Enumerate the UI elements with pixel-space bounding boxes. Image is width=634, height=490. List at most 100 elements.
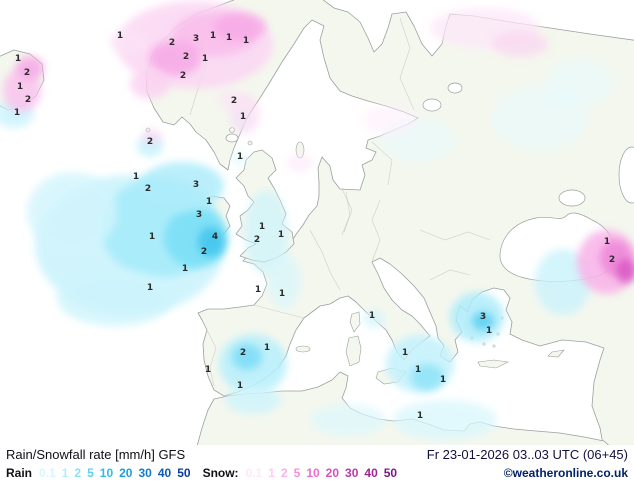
map-datetime: Fr 23-01-2026 03..03 UTC (06+45) <box>426 447 628 462</box>
precip-value: 2 <box>147 137 153 147</box>
island-crete <box>477 359 509 369</box>
precip-value: 1 <box>133 172 139 182</box>
precip-value: 1 <box>202 54 208 64</box>
precip-value: 2 <box>201 247 207 257</box>
precip-value: 2 <box>231 96 237 106</box>
precip-value: 2 <box>25 95 31 105</box>
caspian-sea-edge <box>618 146 634 204</box>
snow-scale-value: 50 <box>383 466 398 480</box>
precip-value: 2 <box>180 71 186 81</box>
precip-value: 1 <box>243 36 249 46</box>
island-shetland <box>229 127 235 133</box>
island-corsica <box>349 311 361 333</box>
precip-value: 1 <box>259 222 265 232</box>
precip-value: 3 <box>480 312 486 322</box>
rain-blob <box>472 312 494 330</box>
precip-value: 3 <box>193 180 199 190</box>
precip-value: 1 <box>279 289 285 299</box>
rain-scale-value: 2 <box>74 466 82 480</box>
precip-value: 1 <box>264 343 270 353</box>
rain-blob <box>410 364 444 390</box>
precip-value: 1 <box>210 31 216 41</box>
precip-value: 1 <box>415 365 421 375</box>
snow-precipitation-layer <box>3 1 634 294</box>
island-sardinia <box>345 335 362 367</box>
precip-value: 1 <box>17 82 23 92</box>
rain-blob <box>535 249 591 315</box>
precip-value: 1 <box>255 285 261 295</box>
rain-blob <box>546 58 614 106</box>
rain-precipitation-layer <box>0 58 614 440</box>
precip-value: 1 <box>486 326 492 336</box>
snow-scale-value: 0.1 <box>245 466 263 480</box>
precip-value: 2 <box>169 38 175 48</box>
rain-blob <box>140 162 224 210</box>
precip-value: 2 <box>24 68 30 78</box>
snow-blob <box>218 90 246 110</box>
precip-value: 1 <box>604 237 610 247</box>
island-cyprus <box>547 349 565 358</box>
snow-scale-label: Snow: <box>202 466 239 480</box>
map-title: Rain/Snowfall rate [mm/h] GFS <box>6 447 186 462</box>
precip-value: 1 <box>402 348 408 358</box>
snow-scale-value: 2 <box>280 466 288 480</box>
island-mallorca <box>295 345 311 353</box>
snow-blob <box>142 129 162 145</box>
precip-value: 2 <box>145 184 151 194</box>
rain-blob <box>27 172 117 252</box>
snow-scale-value: 1 <box>268 466 275 480</box>
rain-blob <box>57 270 173 326</box>
rain-blob <box>363 310 385 328</box>
precip-value: 1 <box>147 283 153 293</box>
snow-scale-value: 40 <box>364 466 378 480</box>
lake-ladoga <box>422 98 442 112</box>
precip-value: 1 <box>237 381 243 391</box>
snow-blob <box>130 69 170 99</box>
map-footer: Rain/Snowfall rate [mm/h] GFS Fr 23-01-2… <box>0 445 634 490</box>
precip-value: 1 <box>205 365 211 375</box>
precip-value: 1 <box>14 108 20 118</box>
snow-scale-value: 5 <box>293 466 301 480</box>
precip-value: 1 <box>149 232 155 242</box>
snow-blob <box>616 259 634 283</box>
rain-blob <box>198 227 224 257</box>
snow-scale-value: 20 <box>325 466 340 480</box>
precip-value: 2 <box>183 52 189 62</box>
snow-blob <box>16 56 44 80</box>
rain-scale-value: 10 <box>99 466 114 480</box>
precip-value: 1 <box>206 197 212 207</box>
snow-scale: 0.1 1 2 5 10 20 30 40 50 <box>246 466 404 480</box>
precip-value: 2 <box>609 255 615 265</box>
rain-blob <box>244 190 288 274</box>
rain-blob <box>267 252 301 308</box>
precip-value: 1 <box>182 264 188 274</box>
snow-scale-value: 10 <box>306 466 320 480</box>
precip-value: 4 <box>212 232 218 242</box>
precip-value: 1 <box>240 112 246 122</box>
lake-vanern <box>225 133 239 143</box>
precip-value: 1 <box>117 31 123 41</box>
precip-value: 2 <box>240 348 246 358</box>
precip-value: 1 <box>369 311 375 321</box>
precip-value: 1 <box>226 33 232 43</box>
snow-blob <box>214 13 266 41</box>
snow-blob <box>149 40 201 76</box>
rain-scale-value: 50 <box>177 466 191 480</box>
rain-scale-value: 40 <box>157 466 172 480</box>
snow-blob <box>110 30 146 54</box>
rain-scale-value: 0.1 <box>39 466 56 480</box>
rain-scale: 0.1 1 2 5 10 20 30 40 50 <box>39 466 197 480</box>
precip-value: 1 <box>15 54 21 64</box>
rain-blob <box>225 386 281 414</box>
rain-blob <box>310 404 386 436</box>
sea-of-azov <box>558 189 586 207</box>
rain-scale-value: 30 <box>138 466 152 480</box>
precip-value: 1 <box>237 152 243 162</box>
island-orkney <box>247 140 253 146</box>
snow-blob <box>362 104 418 136</box>
precip-value: 3 <box>193 34 199 44</box>
rain-scale-label: Rain <box>6 466 33 480</box>
rain-scale-value: 5 <box>87 466 94 480</box>
